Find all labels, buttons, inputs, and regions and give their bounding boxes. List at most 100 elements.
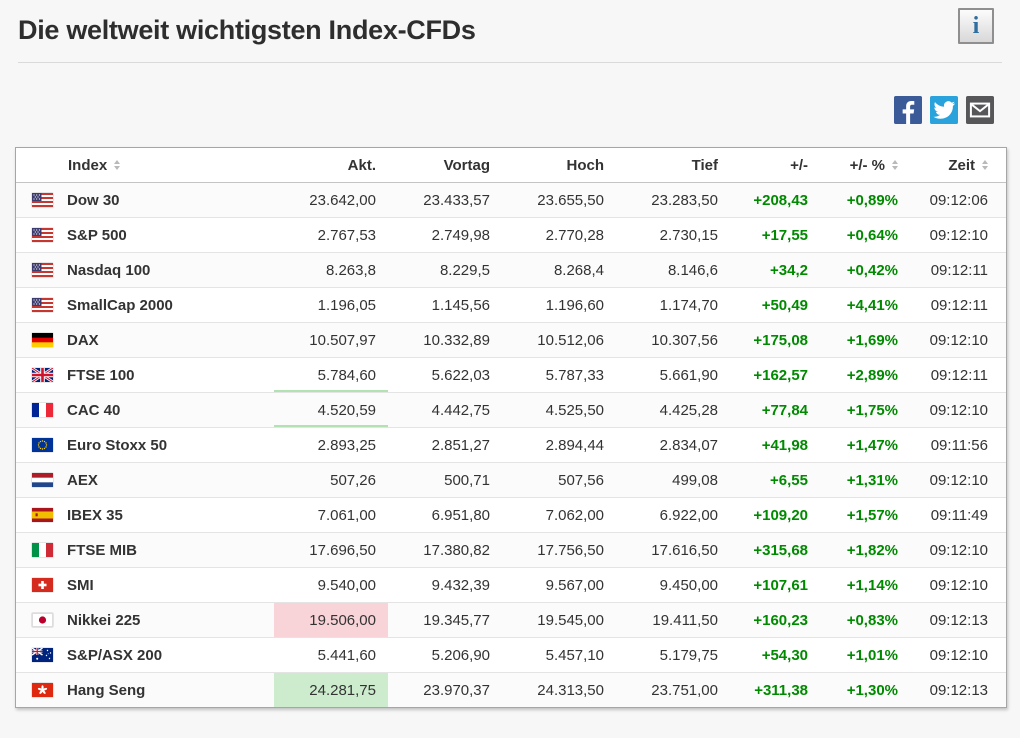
table-row[interactable]: SmallCap 2000 1.196,05 1.145,56 1.196,60 1.1… <box>16 287 1006 322</box>
value: +1,82% <box>846 541 898 559</box>
cell-index: IBEX 35 <box>16 498 274 532</box>
table-row[interactable]: FTSE 100 5.784,60 5.622,03 5.787,33 5.661,90… <box>16 357 1006 392</box>
value: 23.970,37 <box>423 681 490 699</box>
table-row[interactable]: S&P 500 2.767,53 2.749,98 2.770,28 2.730,15 +… <box>16 217 1006 252</box>
cell-change-pct: +1,30% <box>820 673 910 707</box>
index-link[interactable]: Euro Stoxx 50 <box>67 436 168 454</box>
twitter-share-icon[interactable] <box>930 96 958 124</box>
cell-change-pct: +0,83% <box>820 603 910 637</box>
table-row[interactable]: Nasdaq 100 8.263,8 8.229,5 8.268,4 8.146,6 +3… <box>16 252 1006 287</box>
column-header-change-pct[interactable]: +/- % <box>820 148 910 182</box>
index-link[interactable]: DAX <box>67 331 99 349</box>
flag-gb-icon <box>32 368 53 382</box>
cell-zeit: 09:12:11 <box>910 358 1006 392</box>
column-header-tief: Tief <box>616 148 730 182</box>
index-link[interactable]: Dow 30 <box>67 191 120 209</box>
cell-vortag: 1.145,56 <box>388 288 502 322</box>
table-row[interactable]: SMI 9.540,00 9.432,39 9.567,00 9.450,00 +107,… <box>16 567 1006 602</box>
cell-akt: 19.506,00 <box>274 603 388 637</box>
cell-change-pct: +1,57% <box>820 498 910 532</box>
index-link[interactable]: Hang Seng <box>67 681 146 699</box>
value: 8.263,8 <box>325 261 376 279</box>
cell-vortag: 5.622,03 <box>388 358 502 392</box>
table-row[interactable]: AEX 507,26 500,71 507,56 499,08 +6,55 +1,31% 09… <box>16 462 1006 497</box>
cell-tief: 19.411,50 <box>616 603 730 637</box>
table-row[interactable]: FTSE MIB 17.696,50 17.380,82 17.756,50 17.61… <box>16 532 1006 567</box>
cell-hoch: 19.545,00 <box>502 603 616 637</box>
cell-tief: 9.450,00 <box>616 568 730 602</box>
index-link[interactable]: FTSE 100 <box>67 366 135 384</box>
cell-change-pct: +1,14% <box>820 568 910 602</box>
value: 09:12:10 <box>929 541 988 559</box>
value: +0,89% <box>846 191 898 209</box>
value: 10.307,56 <box>651 331 718 349</box>
value: 2.834,07 <box>659 436 718 454</box>
column-label: Index <box>68 156 108 174</box>
table-header-row: Index Akt. Vortag Hoch Tief +/- +/- % Zeit <box>16 148 1006 183</box>
column-header-zeit[interactable]: Zeit <box>910 148 1006 182</box>
column-header-vortag: Vortag <box>388 148 502 182</box>
cell-hoch: 2.770,28 <box>502 218 616 252</box>
index-link[interactable]: Nasdaq 100 <box>67 261 151 279</box>
index-link[interactable]: SMI <box>67 576 94 594</box>
value: 19.545,00 <box>537 611 604 629</box>
table-row[interactable]: IBEX 35 7.061,00 6.951,80 7.062,00 6.922,00 +… <box>16 497 1006 532</box>
flag-jp-icon <box>32 613 53 627</box>
cell-change-pct: +1,31% <box>820 463 910 497</box>
cell-akt: 7.061,00 <box>274 498 388 532</box>
cell-tief: 6.922,00 <box>616 498 730 532</box>
sort-icon[interactable] <box>892 160 898 170</box>
sort-icon[interactable] <box>114 160 121 170</box>
index-link[interactable]: S&P 500 <box>67 226 127 244</box>
sort-icon[interactable] <box>982 160 988 170</box>
info-button[interactable]: i <box>958 8 994 44</box>
email-share-icon[interactable] <box>966 96 994 124</box>
cell-tief: 1.174,70 <box>616 288 730 322</box>
cell-change: +311,38 <box>730 673 820 707</box>
cell-change: +50,49 <box>730 288 820 322</box>
index-link[interactable]: AEX <box>67 471 98 489</box>
cell-zeit: 09:12:10 <box>910 218 1006 252</box>
cell-tief: 23.751,00 <box>616 673 730 707</box>
index-link[interactable]: Nikkei 225 <box>67 611 141 629</box>
index-link[interactable]: SmallCap 2000 <box>67 296 173 314</box>
facebook-share-icon[interactable] <box>894 96 922 124</box>
cell-change: +160,23 <box>730 603 820 637</box>
table-row[interactable]: Hang Seng 24.281,75 23.970,37 24.313,50 23.7… <box>16 672 1006 707</box>
table-row[interactable]: CAC 40 4.520,59 4.442,75 4.525,50 4.425,28 +7… <box>16 392 1006 427</box>
cell-change: +54,30 <box>730 638 820 672</box>
value: 5.784,60 <box>317 366 376 384</box>
cell-vortag: 9.432,39 <box>388 568 502 602</box>
index-link[interactable]: IBEX 35 <box>67 506 123 524</box>
index-cfd-table: Index Akt. Vortag Hoch Tief +/- +/- % Zeit Dow … <box>15 147 1007 708</box>
cell-zeit: 09:12:06 <box>910 183 1006 217</box>
table-row[interactable]: S&P/ASX 200 5.441,60 5.206,90 5.457,10 5.179… <box>16 637 1006 672</box>
index-link[interactable]: S&P/ASX 200 <box>67 646 163 664</box>
value: 5.206,90 <box>431 646 490 664</box>
index-link[interactable]: CAC 40 <box>67 401 121 419</box>
value: 5.179,75 <box>659 646 718 664</box>
value: 8.229,5 <box>439 261 490 279</box>
cell-akt: 5.784,60 <box>274 358 388 392</box>
value: 09:12:10 <box>929 471 988 489</box>
table-row[interactable]: Euro Stoxx 50 2.893,25 2.851,27 2.894,44 2.8… <box>16 427 1006 462</box>
column-header-index[interactable]: Index <box>16 148 274 182</box>
cell-zeit: 09:12:11 <box>910 288 1006 322</box>
table-row[interactable]: DAX 10.507,97 10.332,89 10.512,06 10.307,56 +… <box>16 322 1006 357</box>
value: +17,55 <box>761 226 808 244</box>
column-label: Vortag <box>443 156 490 174</box>
value: 8.268,4 <box>553 261 604 279</box>
value: 507,56 <box>558 471 604 489</box>
value: 10.512,06 <box>537 331 604 349</box>
cell-change-pct: +1,82% <box>820 533 910 567</box>
cell-index: FTSE 100 <box>16 358 274 392</box>
table-row[interactable]: Nikkei 225 19.506,00 19.345,77 19.545,00 19.… <box>16 602 1006 637</box>
table-row[interactable]: Dow 30 23.642,00 23.433,57 23.655,50 23.283,… <box>16 183 1006 217</box>
value: +1,75% <box>846 401 898 419</box>
index-link[interactable]: FTSE MIB <box>67 541 137 559</box>
cell-change-pct: +1,69% <box>820 323 910 357</box>
cell-index: CAC 40 <box>16 393 274 427</box>
cell-change-pct: +0,64% <box>820 218 910 252</box>
flag-eu-icon <box>32 438 53 452</box>
column-header-hoch: Hoch <box>502 148 616 182</box>
